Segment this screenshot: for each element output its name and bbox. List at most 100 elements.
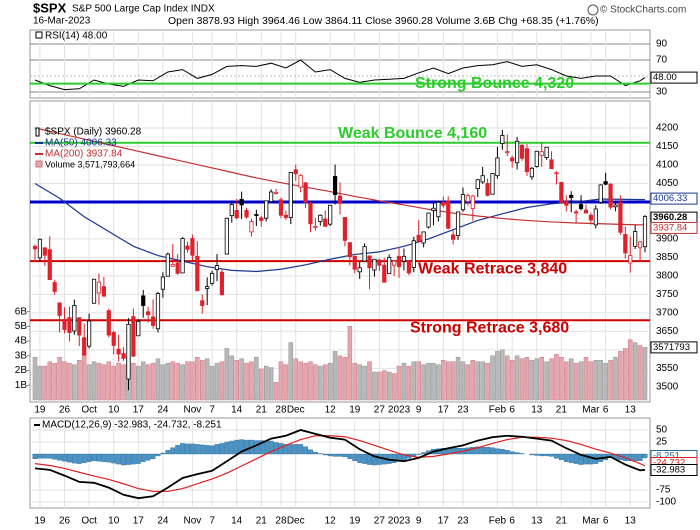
candle-body [146, 311, 151, 316]
candle-body [141, 295, 146, 306]
candle-body [603, 181, 608, 185]
volume-bar [490, 355, 495, 401]
rsi-panel [29, 29, 651, 99]
histogram-bar [632, 453, 638, 461]
candle-body [293, 169, 298, 175]
logo-icon [587, 4, 599, 16]
x-tick-label: Nov [184, 516, 202, 527]
y2-tick-label: 4B [15, 336, 28, 347]
candle-body [396, 255, 402, 268]
signal-line [34, 435, 646, 493]
candle-body [588, 214, 593, 221]
volume-bar [254, 357, 259, 401]
volume-bar [603, 362, 608, 401]
histogram-bar [357, 453, 363, 463]
legend-entry: MA(200) 3937.84 [45, 149, 123, 160]
volume-bar [470, 359, 476, 401]
volume-bar [539, 357, 544, 401]
candle-body [47, 249, 52, 281]
candle-body [96, 281, 102, 294]
y2-tick-label: 5B [15, 321, 28, 332]
x-tick-label: 6 [509, 516, 515, 527]
histogram-bar [239, 439, 245, 455]
candle-body [534, 150, 539, 167]
volume-bar [642, 347, 648, 401]
x-tick-label: 28 [275, 516, 287, 527]
y-tick-label: 3850 [656, 252, 679, 263]
x-tick-label: 12 [325, 405, 337, 416]
candle-body [318, 214, 323, 222]
x-tick-label: 17 [438, 516, 450, 527]
histogram-bar [298, 444, 304, 455]
volume-bar [332, 351, 338, 401]
volume-bar [249, 361, 254, 401]
y-tick-label: 3700 [656, 308, 679, 319]
volume-bar [524, 357, 530, 401]
x-tick-label: Mar [582, 405, 600, 416]
y-tick-label: 4050 [656, 178, 679, 189]
value-box [650, 221, 698, 234]
candle-body [490, 173, 495, 195]
volume-bar [564, 361, 569, 401]
histogram-bar [116, 453, 122, 465]
x-tick-label: 7 [209, 516, 215, 527]
volume-bar [288, 342, 294, 401]
value-box-label: -8.251 [653, 451, 680, 462]
volume-bar [81, 354, 87, 401]
x-tick-label: 26 [59, 516, 71, 527]
volume-bar [327, 362, 333, 401]
candle-body [510, 157, 515, 162]
level-label: Strong Bounce 4,320 [415, 75, 574, 92]
volume-bar [150, 362, 156, 401]
value-box-label: 4006.33 [653, 193, 687, 204]
x-tick-label: 21 [256, 405, 268, 416]
y-tick-label: 25 [656, 437, 668, 448]
volume-bar [244, 362, 249, 401]
volume-bar [308, 361, 313, 401]
volume-bar [352, 362, 358, 401]
volume-bar [623, 348, 628, 401]
x-tick-label: 7 [209, 405, 215, 416]
histogram-bar [376, 453, 382, 465]
x-tick-label: 19 [34, 516, 46, 527]
candle-body [342, 217, 348, 241]
y-tick-label: 50 [656, 425, 668, 436]
histogram-bar [372, 453, 377, 466]
volume-bar [165, 362, 171, 401]
y2-tick-label: 1B [15, 380, 28, 391]
candle-body [465, 195, 471, 202]
volume-bar [627, 339, 633, 401]
histogram-bar [234, 439, 240, 455]
volume-bar [573, 362, 579, 401]
histogram-bar [165, 449, 171, 455]
candle-body [406, 260, 411, 274]
histogram-bar [190, 443, 195, 455]
candle-body [313, 225, 318, 228]
x-tick-label: 10 [108, 516, 120, 527]
histogram-bar [62, 453, 67, 462]
volume-bar [96, 362, 102, 401]
candle-body [32, 245, 38, 250]
candle-body [214, 265, 220, 271]
candle-body [539, 151, 544, 156]
volume-bar [445, 361, 451, 401]
histogram-bar [135, 453, 141, 464]
candle-body [234, 210, 239, 219]
x-tick-label: 23 [457, 405, 469, 416]
volume-bar [441, 359, 446, 401]
x-tick-label: 21 [556, 516, 568, 527]
histogram-bar [583, 453, 589, 465]
candle-body [505, 151, 510, 154]
volume-bar [367, 361, 372, 401]
x-tick-label: 24 [157, 405, 169, 416]
candle-body [583, 209, 589, 214]
volume-bar [131, 362, 136, 401]
histogram-bar [145, 453, 151, 461]
volume-bar [519, 358, 525, 401]
candle-body [569, 194, 574, 198]
histogram-bar [283, 444, 289, 455]
panel-title: RSI(14) 48.00 [45, 31, 108, 42]
y-tick-label: -100 [656, 497, 676, 508]
histogram-bar [490, 447, 495, 455]
